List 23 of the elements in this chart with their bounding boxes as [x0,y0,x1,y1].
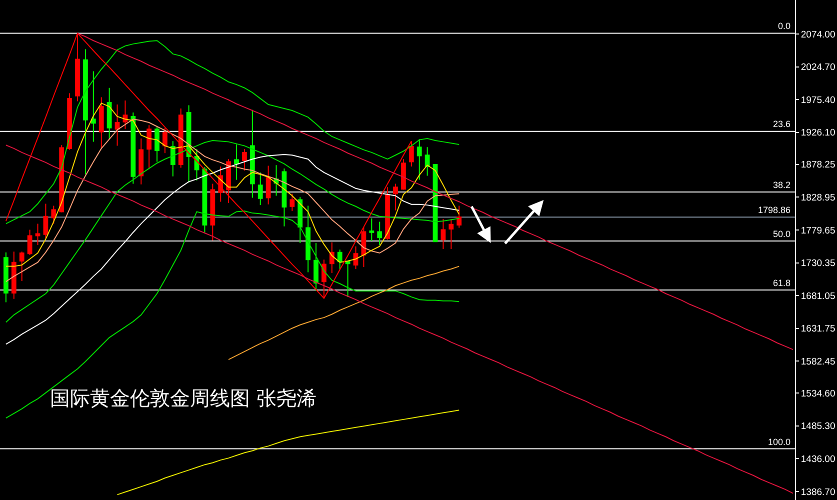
annotation: 0.0 [778,21,791,31]
y-tick-label: 1386.70 [800,486,836,498]
y-tick-label: 1926.10 [800,128,836,139]
y-tick-label: 2074.00 [800,29,836,40]
y-tick-label: 2024.70 [800,62,836,74]
y-tick-label: 1681.05 [800,290,836,302]
y-tick-label: 1779.65 [800,225,836,236]
annotation: 100.0 [768,437,791,447]
annotation: 61.8 [773,278,791,288]
annotation: 23.6 [773,119,791,129]
y-tick-label: 1975.40 [800,94,836,106]
annotation: 国际黄金伦敦金周线图 张尧浠 [50,386,316,410]
y-tick-label: 1631.75 [800,324,836,335]
ref-line-label: 1798.86 [758,205,791,215]
y-tick-label: 1534.60 [800,388,836,400]
annotation: 50.0 [773,229,791,239]
y-tick-label: 1485.30 [800,421,836,432]
y-tick-label: 1730.35 [800,258,836,270]
y-tick-label: 1582.45 [800,356,836,368]
y-tick-label: 1878.25 [800,160,836,171]
annotation: 38.2 [773,180,791,190]
y-tick-label: 1436.00 [800,454,836,466]
y-tick-label: 1828.95 [800,192,836,204]
